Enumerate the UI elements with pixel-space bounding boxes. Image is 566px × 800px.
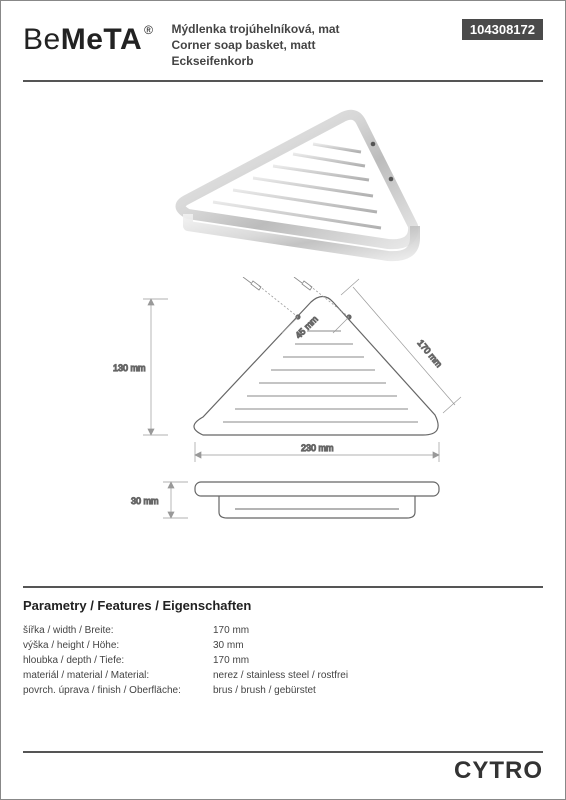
- logo-block: BeMeTA®: [23, 19, 154, 57]
- spec-label: povrch. úprava / finish / Oberfläche:: [23, 683, 213, 698]
- partno-block: 104308172: [462, 19, 543, 44]
- technical-drawing: 45 mm 170 mm 130 mm: [23, 277, 543, 582]
- features-heading: Parametry / Features / Eigenschaften: [23, 598, 543, 613]
- dim-width: 230 mm: [301, 443, 334, 453]
- spec-row: povrch. úprava / finish / Oberfläche: br…: [23, 683, 543, 698]
- datasheet-page: BeMeTA® Mýdlenka trojúhelníková, mat Cor…: [0, 0, 566, 800]
- spec-label: výška / height / Höhe:: [23, 638, 213, 653]
- spec-value: brus / brush / gebürstet: [213, 683, 543, 698]
- drawing-svg: 45 mm 170 mm 130 mm: [23, 277, 543, 582]
- spec-row: materiál / material / Material: nerez / …: [23, 668, 543, 683]
- spec-table: šířka / width / Breite: 170 mm výška / h…: [23, 623, 543, 698]
- registered-mark: ®: [142, 23, 153, 37]
- title-block: Mýdlenka trojúhelníková, mat Corner soap…: [154, 19, 462, 70]
- title-de: Eckseifenkorb: [172, 53, 462, 69]
- spec-value: 170 mm: [213, 653, 543, 668]
- product-photo: [23, 82, 543, 277]
- features-section: Parametry / Features / Eigenschaften šíř…: [23, 586, 543, 698]
- dim-height-top: 130 mm: [113, 363, 146, 373]
- title-cs: Mýdlenka trojúhelníková, mat: [172, 21, 462, 37]
- part-number: 104308172: [462, 19, 543, 40]
- basket-render-icon: [103, 94, 463, 264]
- spec-label: materiál / material / Material:: [23, 668, 213, 683]
- spec-row: výška / height / Höhe: 30 mm: [23, 638, 543, 653]
- footer: CYTRO: [23, 751, 543, 785]
- spec-row: šířka / width / Breite: 170 mm: [23, 623, 543, 638]
- spec-value: 170 mm: [213, 623, 543, 638]
- dim-profile-height: 30 mm: [131, 496, 159, 506]
- header: BeMeTA® Mýdlenka trojúhelníková, mat Cor…: [23, 19, 543, 82]
- logo-part-2: MeTA: [61, 23, 142, 56]
- brand-logo: BeMeTA®: [23, 19, 154, 57]
- spec-row: hloubka / depth / Tiefe: 170 mm: [23, 653, 543, 668]
- series-name: CYTRO: [23, 757, 543, 785]
- title-en: Corner soap basket, matt: [172, 37, 462, 53]
- spec-value: 30 mm: [213, 638, 543, 653]
- spec-label: hloubka / depth / Tiefe:: [23, 653, 213, 668]
- spec-label: šířka / width / Breite:: [23, 623, 213, 638]
- logo-part-1: Be: [23, 23, 61, 56]
- spec-value: nerez / stainless steel / rostfrei: [213, 668, 543, 683]
